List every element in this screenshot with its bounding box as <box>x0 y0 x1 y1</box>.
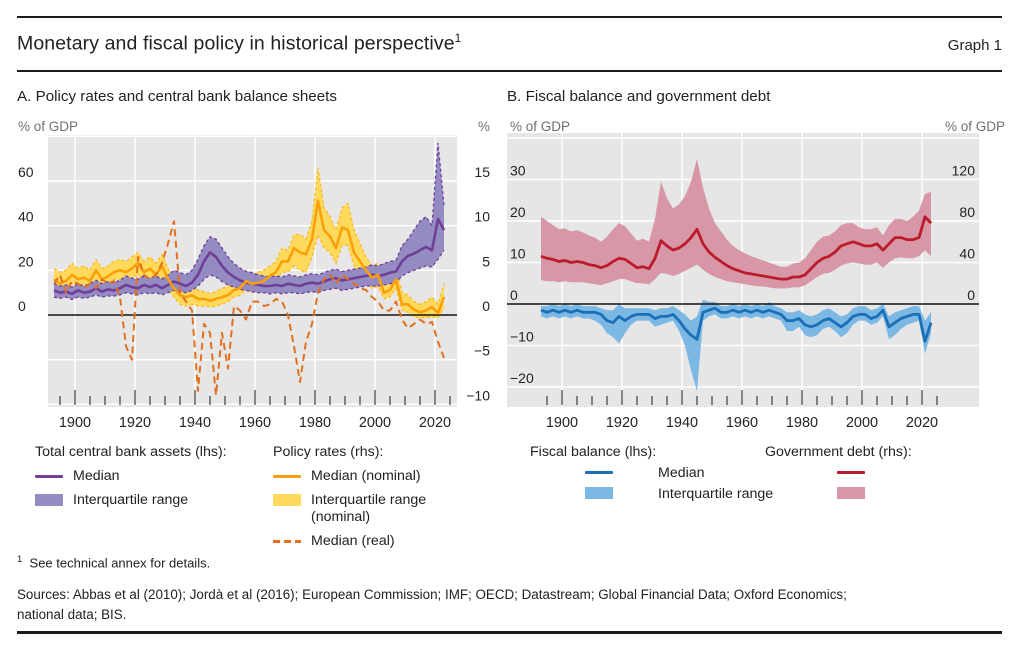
svg-text:80: 80 <box>959 204 975 220</box>
svg-text:1900: 1900 <box>59 415 91 431</box>
footnote-marker: 1 <box>17 554 23 565</box>
svg-text:40: 40 <box>959 246 975 262</box>
panel-b-title: B. Fiscal balance and government debt <box>507 88 771 105</box>
legend-item-label: Interquartile range (nominal) <box>311 491 427 526</box>
svg-text:2000: 2000 <box>359 415 391 431</box>
svg-text:−20: −20 <box>510 370 534 386</box>
median-line-swatch <box>35 475 63 479</box>
svg-text:1980: 1980 <box>299 415 331 431</box>
svg-text:60: 60 <box>18 164 34 180</box>
panel-a-legend-group-rates: Policy rates (rhs): Median (nominal) Int… <box>273 444 453 551</box>
svg-text:2000: 2000 <box>846 415 878 431</box>
debt-median-line-swatch <box>837 471 865 474</box>
panel-a-right-axis-unit: % <box>477 119 490 134</box>
svg-text:20: 20 <box>510 204 526 220</box>
svg-text:1940: 1940 <box>179 415 211 431</box>
graph-title-footnote-marker: 1 <box>454 31 462 45</box>
svg-text:0: 0 <box>510 287 518 303</box>
fiscal-median-line-swatch <box>585 471 613 474</box>
legend-item-label: Interquartile range <box>658 486 774 502</box>
legend-item: Median <box>35 468 227 486</box>
panel-b-left-axis-unit: % of GDP <box>510 119 571 134</box>
legend-item: Interquartile range <box>35 492 227 510</box>
svg-text:0: 0 <box>482 298 490 314</box>
svg-text:−5: −5 <box>474 343 490 359</box>
sources-line-2: national data; BIS. <box>17 607 127 622</box>
svg-text:1980: 1980 <box>786 415 818 431</box>
graph-number-label: Graph 1 <box>947 37 1002 54</box>
legend-item-label: Interquartile range <box>73 491 189 508</box>
svg-text:30: 30 <box>510 163 526 179</box>
legend-item-label: Median (nominal) <box>311 467 421 484</box>
svg-text:1900: 1900 <box>546 415 578 431</box>
debt-iqr-fill-swatch <box>837 487 865 499</box>
panel-b-legend-heading-debt: Government debt (rhs): <box>765 444 912 460</box>
svg-text:120: 120 <box>952 163 976 179</box>
graph-title: Monetary and fiscal policy in historical… <box>17 31 461 56</box>
median-nominal-line-swatch <box>273 475 301 479</box>
bottom-divider <box>17 631 1002 634</box>
svg-text:2020: 2020 <box>906 415 938 431</box>
svg-text:1940: 1940 <box>666 415 698 431</box>
svg-text:−10: −10 <box>510 329 534 345</box>
legend-item: Median (real) <box>273 533 453 551</box>
svg-text:0: 0 <box>18 298 26 314</box>
iqr-fill-swatch <box>35 494 63 507</box>
panel-a-left-axis-unit: % of GDP <box>18 119 79 134</box>
legend-item: Median (nominal) <box>273 468 453 486</box>
svg-text:1920: 1920 <box>606 415 638 431</box>
footnote: 1 See technical annex for details. <box>17 554 210 570</box>
svg-text:1960: 1960 <box>239 415 271 431</box>
legend-heading: Policy rates (rhs): <box>273 444 384 460</box>
median-real-dashed-swatch <box>273 540 301 544</box>
svg-text:1920: 1920 <box>119 415 151 431</box>
svg-text:−10: −10 <box>466 387 490 403</box>
legend-item-label: Median <box>658 465 705 481</box>
svg-text:0: 0 <box>967 287 975 303</box>
iqr-nominal-fill-swatch <box>273 493 301 506</box>
legend-item-label: Median (real) <box>311 533 395 549</box>
panel-a-title: A. Policy rates and central bank balance… <box>17 88 337 105</box>
panel-b-right-axis-unit: % of GDP <box>944 119 1005 134</box>
svg-text:15: 15 <box>474 164 490 180</box>
footnote-text: See technical annex for details. <box>29 555 211 571</box>
sources-line-1: Sources: Abbas et al (2010); Jordà et al… <box>17 587 847 602</box>
svg-text:10: 10 <box>474 209 490 225</box>
panel-b-chart: −20 −10 0 10 20 30 0 40 80 120 1900 1920 1940 1960 198… <box>507 133 979 431</box>
panel-b-legend-heading-fiscal: Fiscal balance (lhs): <box>530 444 657 460</box>
fiscal-iqr-fill-swatch <box>585 487 613 499</box>
legend-item: Interquartile range (nominal) <box>273 492 453 528</box>
graph-title-text: Monetary and fiscal policy in historical… <box>17 32 455 55</box>
legend-item-label: Median <box>73 467 120 484</box>
svg-text:20: 20 <box>18 253 34 269</box>
svg-text:40: 40 <box>18 209 34 225</box>
title-divider <box>17 70 1002 72</box>
legend-heading: Total central bank assets (lhs): <box>35 444 227 460</box>
svg-text:10: 10 <box>510 246 526 262</box>
top-divider <box>17 16 1002 18</box>
panel-a-legend-group-assets: Total central bank assets (lhs): Median … <box>35 444 227 509</box>
svg-text:2020: 2020 <box>419 415 451 431</box>
svg-text:5: 5 <box>482 253 490 269</box>
svg-text:1960: 1960 <box>726 415 758 431</box>
panel-a-chart: 0 20 40 60 −10 −5 0 5 10 15 1900 1920 1940 1960 1980 20… <box>18 135 490 431</box>
